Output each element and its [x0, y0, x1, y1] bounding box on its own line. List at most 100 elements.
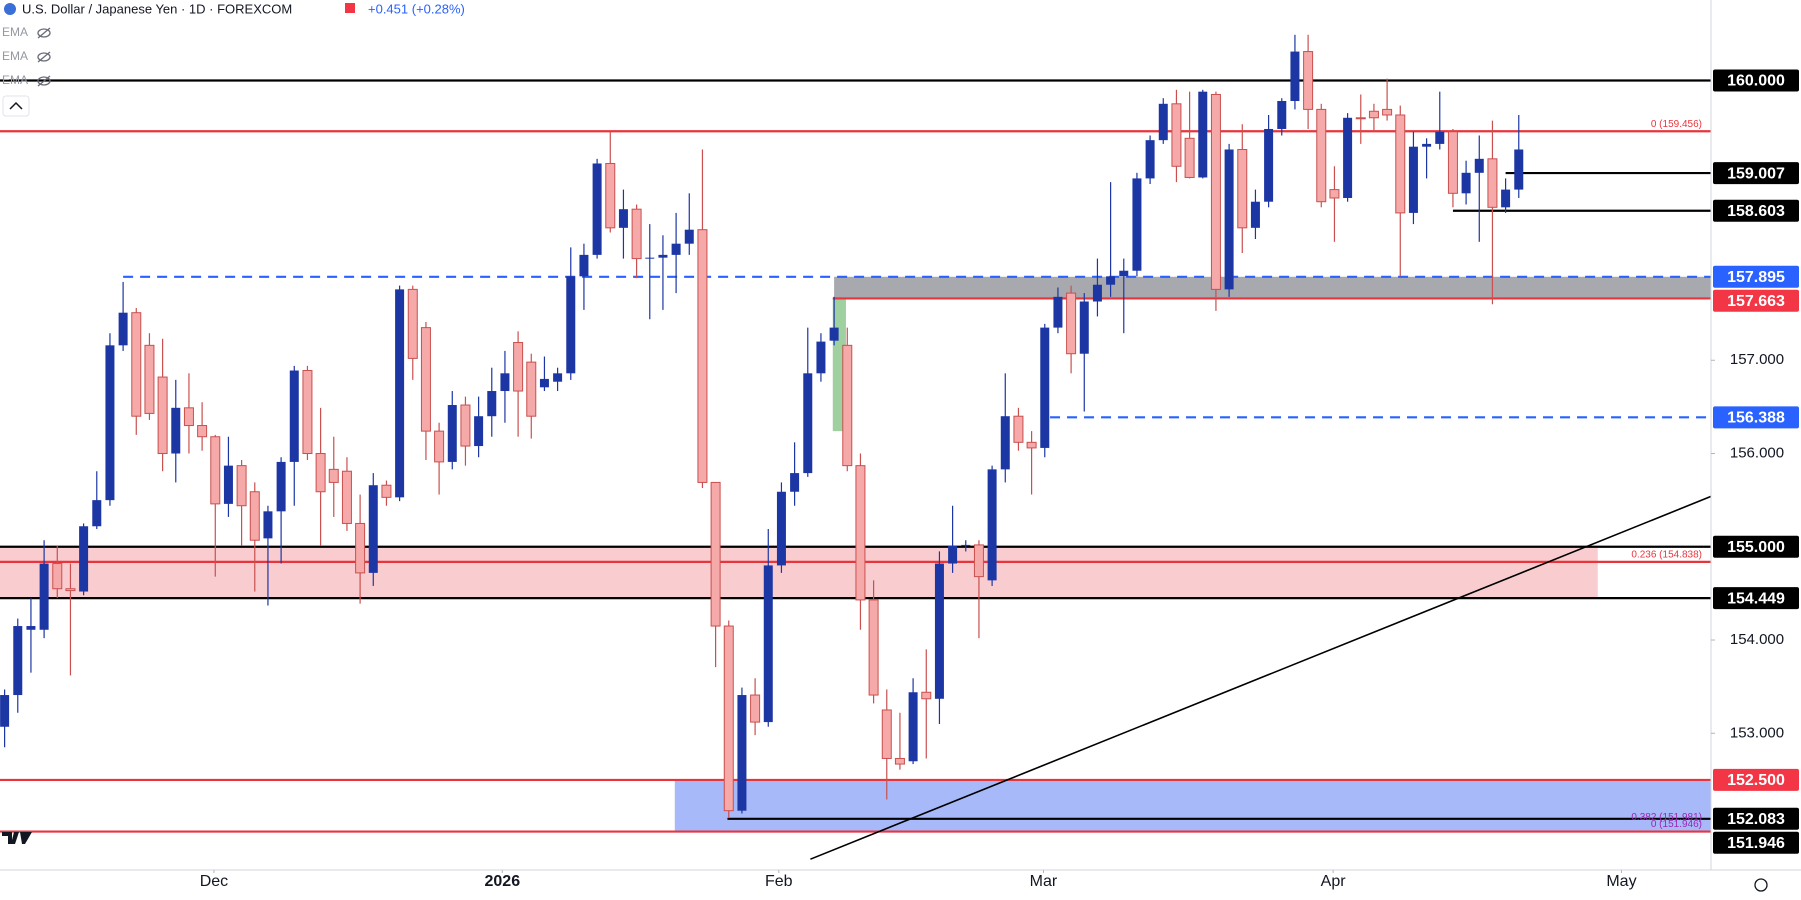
candle-body [223, 465, 233, 504]
indicator-label[interactable]: EMA [2, 25, 28, 39]
status-flag [345, 3, 355, 13]
candle-body [1487, 158, 1498, 208]
candle-body [1237, 148, 1248, 229]
candle-body [210, 436, 221, 505]
symbol-title: U.S. Dollar / Japanese Yen · 1D · FOREXC… [22, 1, 292, 16]
price-label: 160.000 [1727, 73, 1785, 90]
price-label: 152.083 [1727, 811, 1785, 828]
x-tick-label: May [1606, 873, 1636, 890]
candle-body [750, 694, 761, 723]
candle-body [934, 563, 944, 699]
price-label: 152.500 [1727, 772, 1785, 789]
candle-body [1079, 301, 1089, 354]
zone [674, 779, 1712, 832]
candle-body [697, 229, 708, 483]
plot-area: 0 (159.456) 0.236 (154.838) 0.382 (151.981… [0, 34, 1712, 860]
candle-body [605, 162, 616, 229]
tv-logo [2, 832, 32, 844]
candle-body [816, 341, 826, 374]
y-tick-label: 156.000 [1730, 444, 1784, 461]
candle-body [579, 254, 589, 277]
candle-body [1447, 131, 1458, 194]
candle-body [1303, 51, 1314, 110]
candle-body [434, 430, 445, 463]
collapse-button[interactable] [2, 95, 30, 117]
price-label: 157.895 [1727, 269, 1785, 286]
candle-body [1461, 172, 1471, 194]
candle-body [553, 373, 563, 382]
candle-body [803, 373, 813, 474]
candle-body [460, 404, 471, 447]
candle-body [1132, 178, 1142, 271]
candle-body [355, 522, 366, 574]
candle-body [1092, 284, 1102, 302]
candle-body [52, 563, 63, 590]
candle-body [1053, 296, 1063, 328]
price-label-bg [1713, 406, 1799, 429]
header: U.S. Dollar / Japanese Yen · 1D · FOREXC… [2, 1, 465, 117]
candle-body [341, 470, 352, 524]
y-tick-label: 157.000 [1730, 351, 1784, 368]
price-label-bg [1713, 289, 1799, 312]
candle-body [645, 257, 655, 259]
indicator-label[interactable]: EMA [2, 73, 28, 87]
settings-icon[interactable] [1754, 878, 1768, 892]
candle-body [790, 473, 800, 492]
candle-body [118, 312, 128, 346]
candle-body [0, 695, 10, 727]
candle-body [842, 344, 853, 467]
candle-body [447, 405, 457, 462]
candle-body [513, 342, 524, 392]
candle-body [79, 526, 89, 592]
candle-body [526, 361, 537, 417]
indicator-label[interactable]: EMA [2, 49, 28, 63]
candle-body [131, 312, 142, 417]
candle-body [1000, 416, 1010, 470]
price-label-bg [1713, 535, 1799, 558]
fib-label: 0 (151.946) [1651, 819, 1702, 830]
candle-body [420, 327, 431, 432]
candle-body [566, 276, 576, 374]
candle-body [1382, 108, 1393, 116]
candle-body [1277, 100, 1287, 129]
candle-body [1250, 201, 1260, 228]
candle-body [26, 626, 36, 630]
x-tick-label: Apr [1321, 873, 1347, 890]
candle-body [894, 757, 905, 765]
candle-body [315, 453, 326, 493]
candle-body [631, 208, 642, 260]
candle-body [881, 709, 892, 759]
candle-body [1184, 137, 1195, 178]
candle-body [1158, 103, 1168, 141]
collapse-icon [9, 101, 23, 110]
candle-body [1171, 103, 1182, 167]
y-tick-label: 154.000 [1730, 631, 1784, 648]
candle-body [1210, 93, 1221, 290]
candle-body [144, 344, 155, 414]
fib-label: 0.382 (151.981) [1631, 812, 1702, 823]
price-label-bg [1713, 807, 1799, 830]
fib-label: 0.236 (154.838) [1631, 550, 1702, 561]
candle-body [1119, 270, 1129, 277]
symbol-flag [4, 3, 16, 15]
candle-body [1474, 158, 1484, 173]
price-label-bg [1713, 265, 1799, 288]
candle-body [1501, 189, 1511, 208]
fib-label: 0 (159.456) [1651, 119, 1702, 130]
candle-body [1013, 415, 1024, 443]
candle-body [776, 491, 786, 566]
candle-body [723, 625, 734, 812]
candle-body [407, 288, 418, 359]
candle-body [263, 511, 273, 539]
y-tick-label: 153.000 [1730, 724, 1784, 741]
candle-body [171, 407, 181, 454]
candle-body [1422, 143, 1432, 147]
candle-body [1355, 117, 1366, 120]
price-label: 158.603 [1727, 203, 1785, 220]
candle-body [1198, 91, 1208, 178]
candle-body [1343, 117, 1353, 198]
candle-body [1040, 327, 1050, 448]
x-tick-label: Feb [765, 873, 793, 890]
candle-body [1066, 292, 1077, 355]
